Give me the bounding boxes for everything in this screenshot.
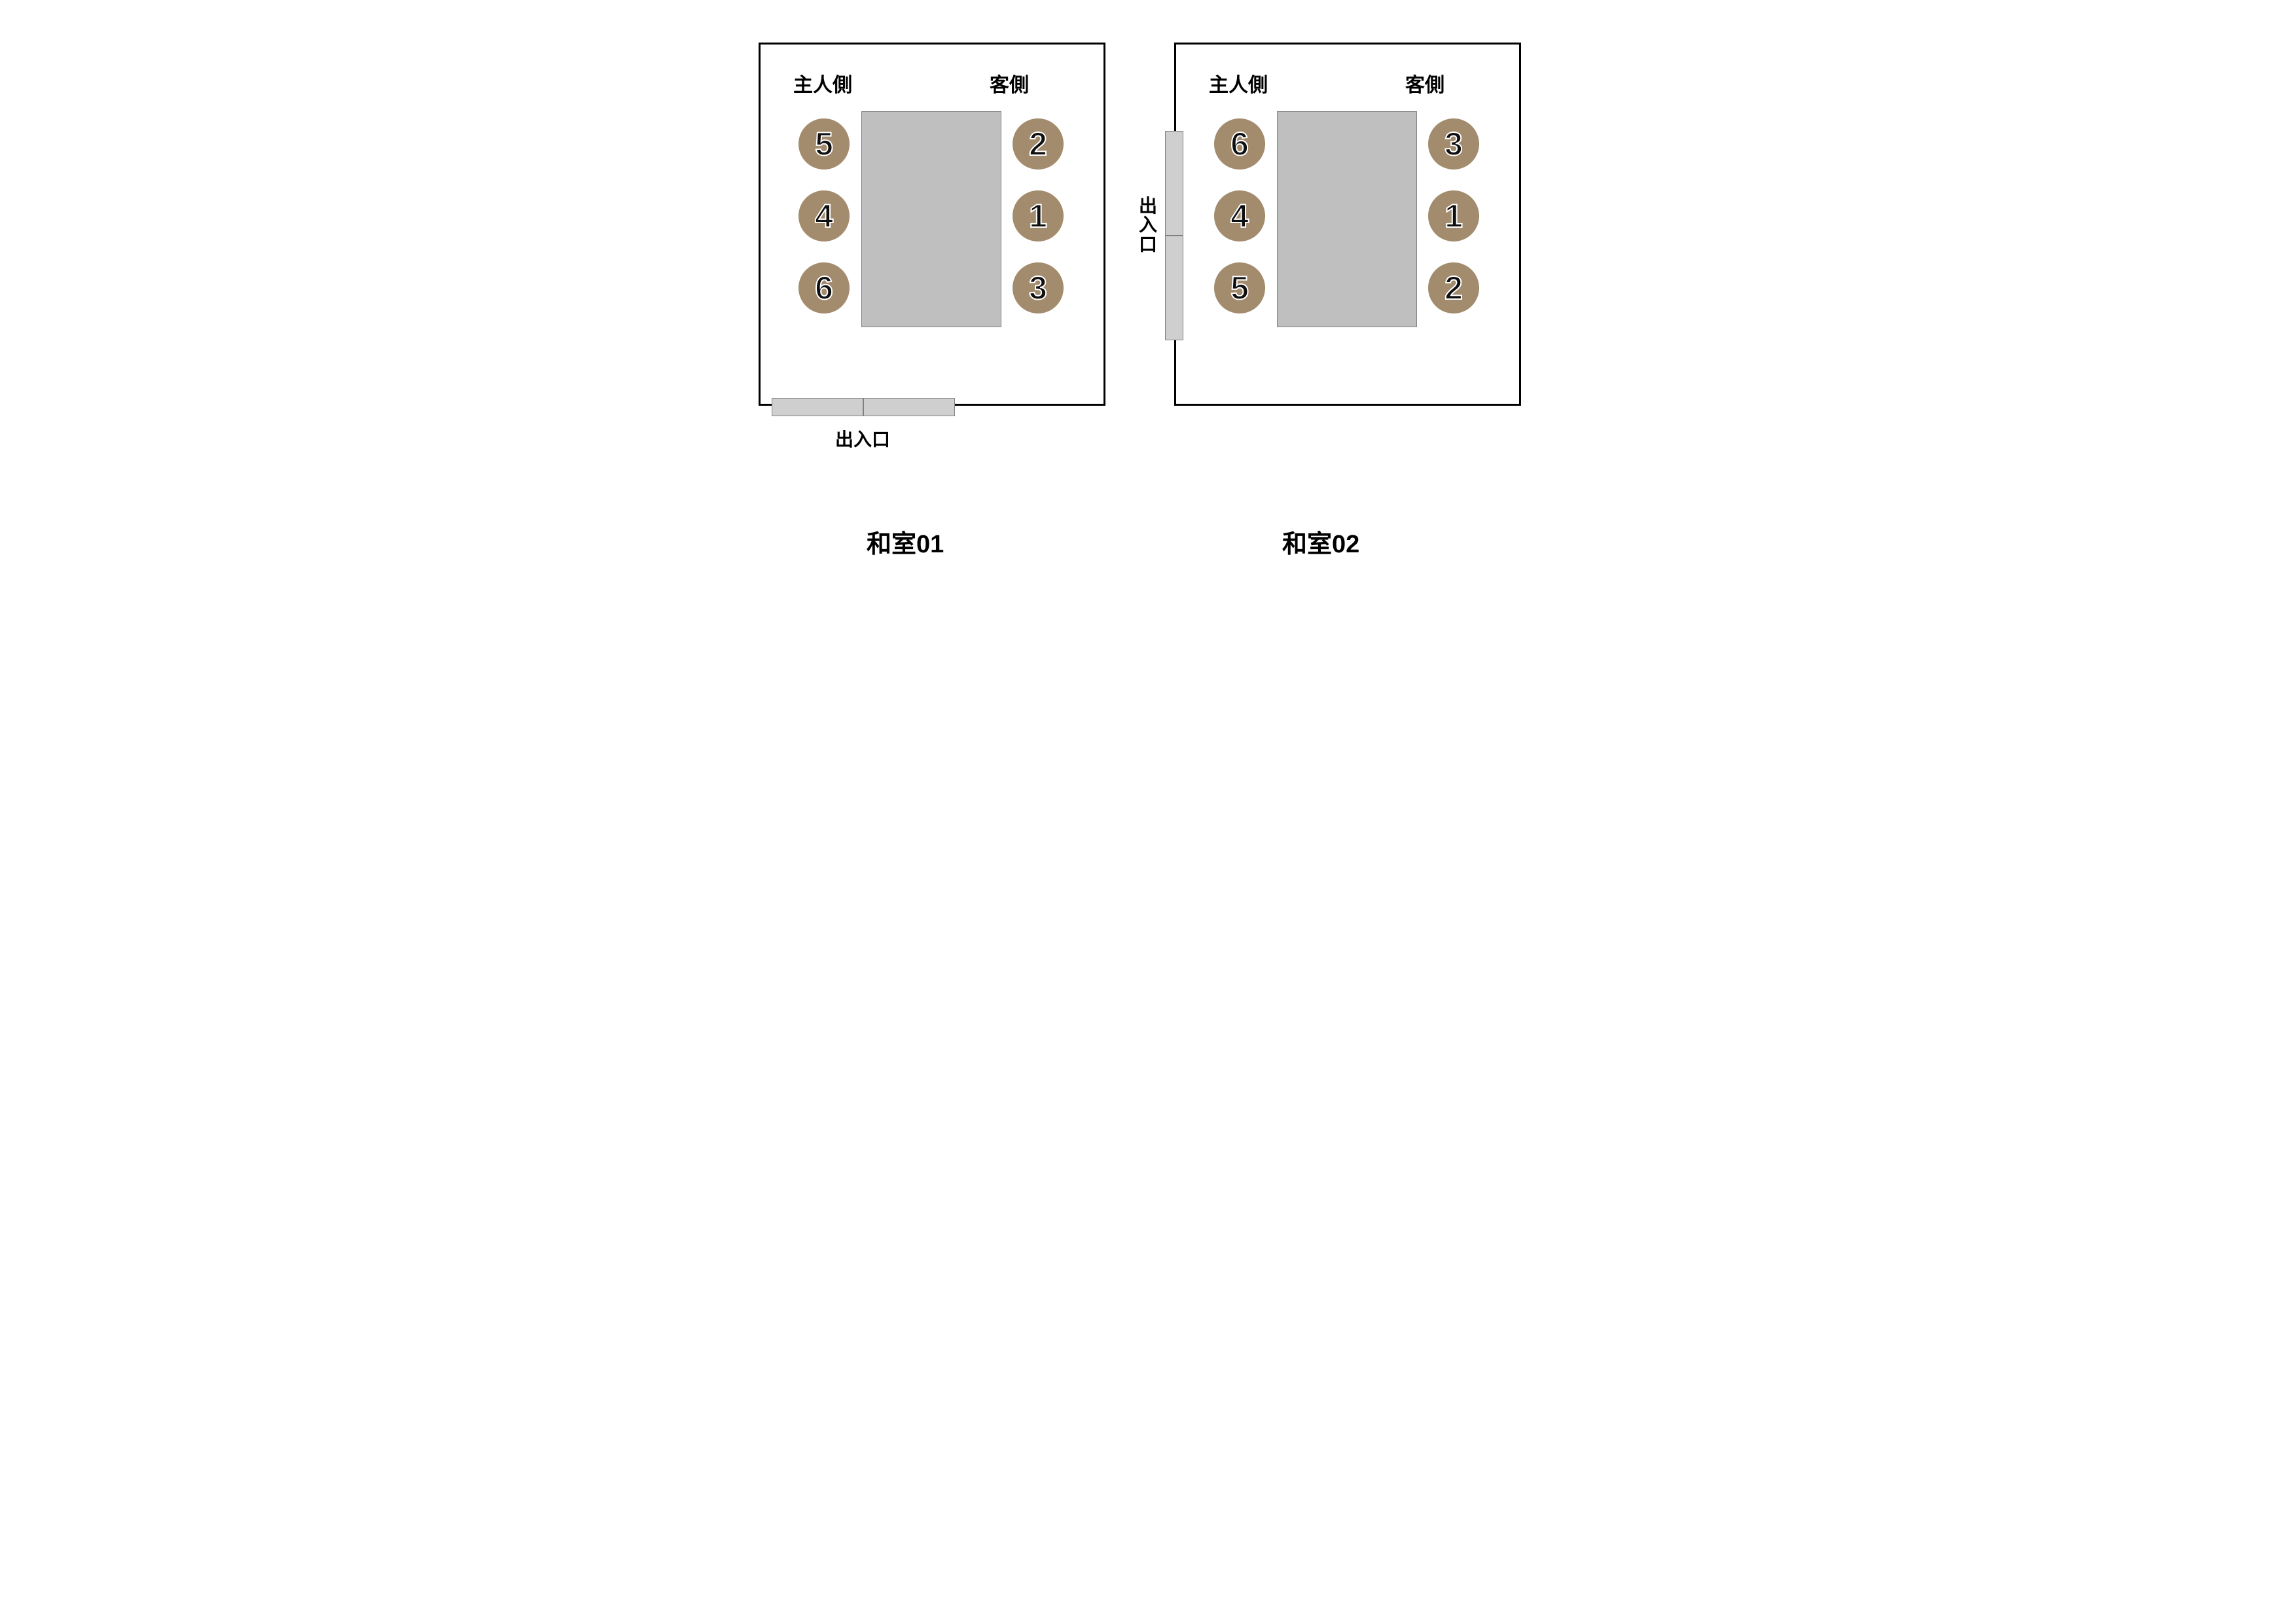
seat-number: 1	[1444, 200, 1463, 232]
seat-1-right-2: 3	[1011, 260, 1066, 315]
seat-1-left-0: 5	[797, 116, 852, 171]
seat-2-left-2: 5	[1212, 260, 1267, 315]
seat-number: 5	[1230, 272, 1249, 304]
seat-number: 4	[1230, 200, 1249, 232]
seat-1-left-2: 6	[797, 260, 852, 315]
seat-number: 3	[1444, 128, 1463, 160]
host-side-label-1: 主人側	[793, 69, 852, 98]
seat-1-left-1: 4	[797, 188, 852, 243]
seat-number: 5	[815, 128, 833, 160]
seat-1-right-1: 1	[1011, 188, 1066, 243]
door-label-1: 出入口	[835, 425, 890, 452]
door-panel	[863, 398, 955, 416]
seat-1-right-0: 2	[1011, 116, 1066, 171]
seat-number: 1	[1029, 200, 1047, 232]
door-label-2: 出入口	[1139, 196, 1157, 254]
seat-number: 6	[815, 272, 833, 304]
room-title-1: 和室01	[867, 524, 944, 560]
door-panel	[1165, 236, 1183, 340]
table-2	[1277, 111, 1417, 327]
guest-side-label-1: 客側	[990, 69, 1029, 98]
diagram-canvas: 主人側 客側 5 4 6 2 1 3 出入口和室01 主人側 客側 6 4 5 3 1 2 出入口和室02	[723, 0, 1573, 602]
seat-2-right-2: 2	[1426, 260, 1481, 315]
seat-number: 6	[1230, 128, 1249, 160]
room-title-2: 和室02	[1282, 524, 1359, 560]
door-panel	[772, 398, 863, 416]
host-side-label-2: 主人側	[1209, 69, 1268, 98]
door-panel	[1165, 131, 1183, 236]
guest-side-label-2: 客側	[1405, 69, 1444, 98]
door-2	[1165, 131, 1183, 340]
seat-number: 3	[1029, 272, 1047, 304]
table-1	[861, 111, 1001, 327]
seat-number: 2	[1444, 272, 1463, 304]
seat-2-left-1: 4	[1212, 188, 1267, 243]
seat-number: 4	[815, 200, 833, 232]
seat-2-right-0: 3	[1426, 116, 1481, 171]
door-1	[772, 398, 955, 416]
seat-2-right-1: 1	[1426, 188, 1481, 243]
seat-2-left-0: 6	[1212, 116, 1267, 171]
seat-number: 2	[1029, 128, 1047, 160]
